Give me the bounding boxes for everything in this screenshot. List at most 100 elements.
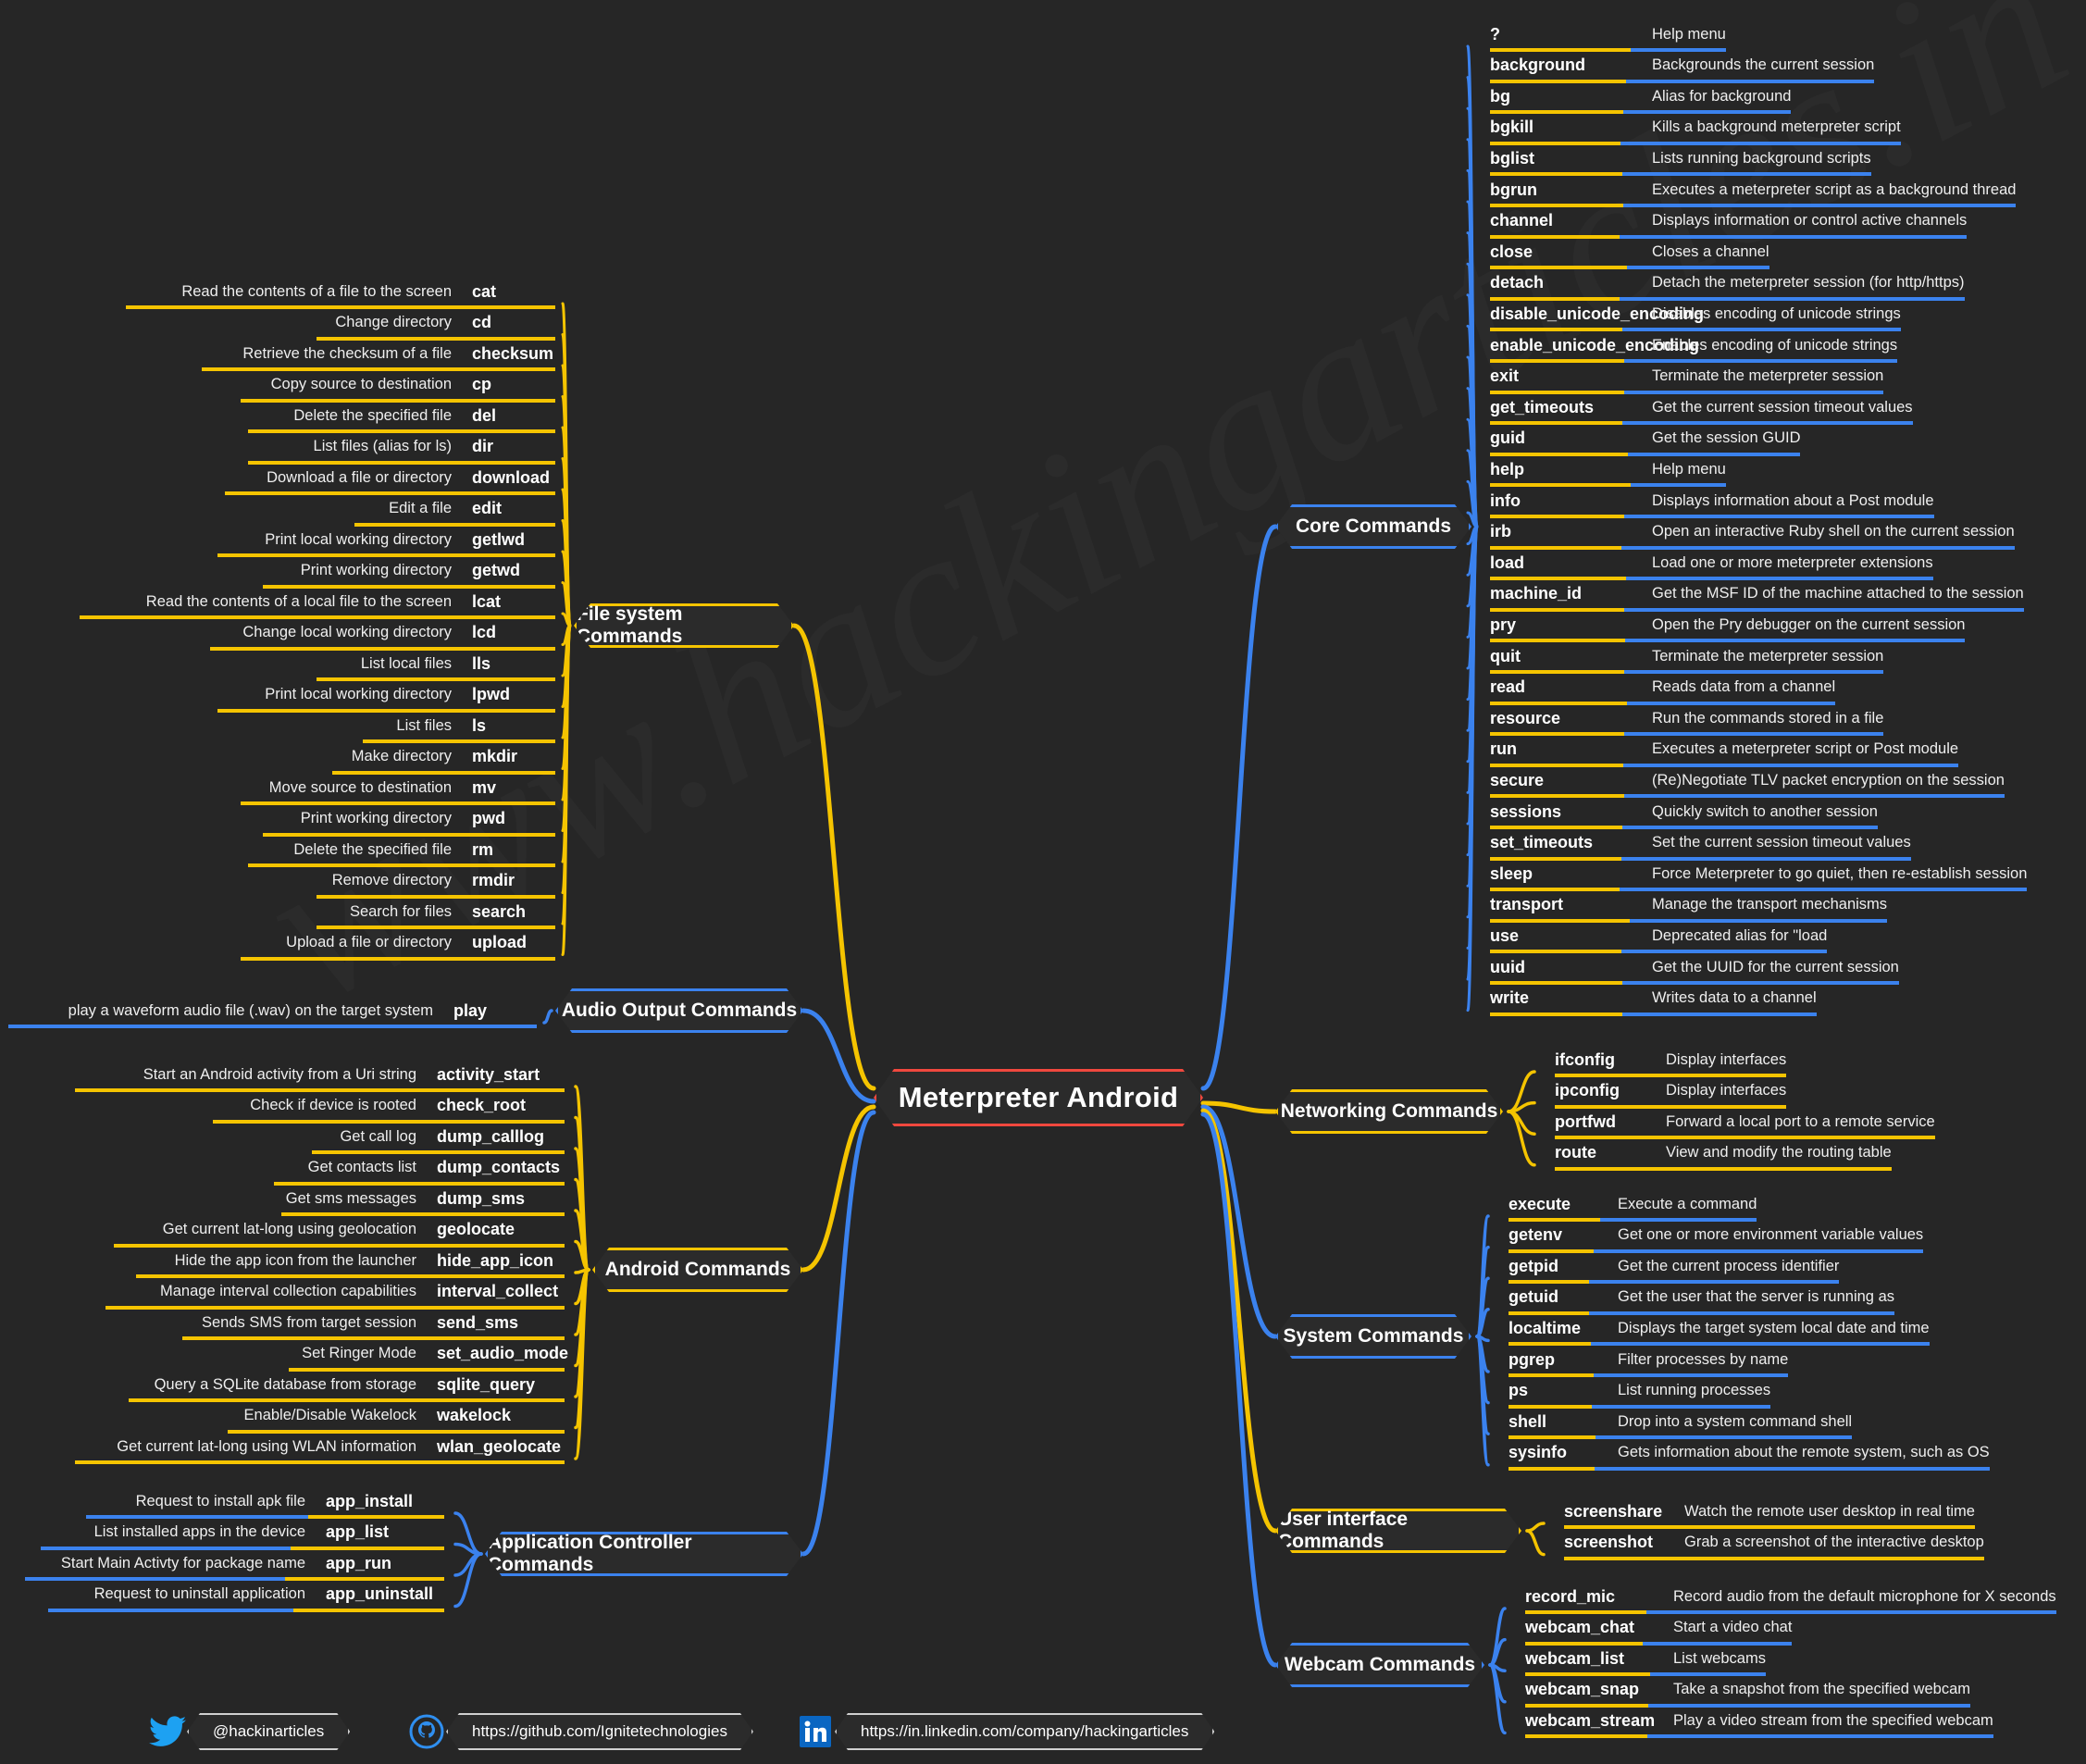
footer-twitter[interactable]: @hackinarticles [148,1712,350,1751]
leaf-row[interactable]: Print local working directory lpwd [217,679,555,713]
branch-networking-commands[interactable]: Networking Commands [1275,1089,1503,1134]
leaf-row[interactable]: webcam_list List webcams [1525,1643,1766,1677]
leaf-row[interactable]: Hide the app icon from the launcher hide_… [136,1245,565,1278]
leaf-row[interactable]: Retrieve the checksum of a file checksum [202,338,555,371]
leaf-row[interactable]: detach Detach the meterpreter session (fo… [1490,267,1965,301]
leaf-row[interactable]: Check if device is rooted check_root [212,1090,565,1124]
leaf-row[interactable]: Query a SQLite database from storage sqli… [129,1369,565,1402]
leaf-row[interactable]: Make directory mkdir [331,741,555,775]
leaf-row[interactable]: help Help menu [1490,453,1726,488]
footer-linkedin-url[interactable]: https://in.linkedin.com/company/hackinga… [835,1713,1214,1750]
footer-github[interactable]: https://github.com/Ignitetechnologies [407,1712,753,1751]
leaf-row[interactable]: webcam_stream Play a video stream from th… [1525,1705,1993,1739]
leaf-row[interactable]: Search for files search [317,896,555,929]
leaf-row[interactable]: List installed apps in the device app_lis… [40,1517,444,1550]
leaf-row[interactable]: Get current lat-long using geolocation ge… [113,1214,565,1248]
leaf-row[interactable]: pgrep Filter processes by name [1509,1344,1789,1377]
leaf-row[interactable]: load Load one or more meterpreter extensi… [1490,547,1933,581]
leaf-row[interactable]: Request to uninstall application app_unin… [48,1579,444,1612]
leaf-row[interactable]: Get current lat-long using WLAN informat… [75,1431,565,1464]
leaf-row[interactable]: Print local working directory getlwd [217,524,555,557]
branch-file-system-commands[interactable]: File system Commands [574,603,794,648]
leaf-row[interactable]: route View and modify the routing table [1555,1137,1892,1171]
leaf-row[interactable]: set_timeouts Set the current session time… [1490,827,1911,861]
footer-linkedin[interactable]: https://in.linkedin.com/company/hackinga… [796,1712,1214,1751]
leaf-row[interactable]: screenshot Grab a screenshot of the inter… [1564,1527,1984,1560]
leaf-row[interactable]: getpid Get the current process identifier [1509,1250,1840,1285]
leaf-row[interactable]: Start an Android activity from a Uri str… [75,1059,565,1092]
branch-user-interface-commands[interactable]: User interface Commands [1275,1509,1521,1553]
leaf-row[interactable]: bgrun Executes a meterpreter script as a … [1490,174,2017,207]
leaf-row[interactable]: getuid Get the user that the server is ru… [1509,1282,1894,1315]
leaf-row[interactable]: bglist Lists running background scripts [1490,143,1871,177]
leaf-row[interactable]: ? Help menu [1490,19,1726,52]
leaf-row[interactable]: resource Run the commands stored in a fil… [1490,702,1884,737]
leaf-row[interactable]: Sends SMS from target session send_sms [181,1307,565,1340]
leaf-row[interactable]: Request to install apk file app_install [86,1485,444,1519]
leaf-row[interactable]: Change directory cd [317,307,555,341]
leaf-row[interactable]: Delete the specified file del [247,400,555,433]
branch-android-commands[interactable]: Android Commands [592,1248,803,1292]
branch-system-commands[interactable]: System Commands [1275,1314,1471,1359]
leaf-row[interactable]: play a waveform audio file (.wav) on the… [7,995,537,1028]
leaf-row[interactable]: read Reads data from a channel [1490,672,1836,705]
leaf-row[interactable]: Get call log dump_calllog [312,1121,565,1154]
leaf-row[interactable]: close Closes a channel [1490,236,1769,270]
leaf-row[interactable]: Delete the specified file rm [247,834,555,867]
leaf-row[interactable]: exit Terminate the meterpreter session [1490,361,1884,394]
leaf-row[interactable]: channel Displays information or control a… [1490,205,1968,239]
leaf-row[interactable]: webcam_chat Start a video chat [1525,1612,1793,1646]
leaf-row[interactable]: Copy source to destination cp [240,369,555,403]
leaf-row[interactable]: uuid Get the UUID for the current session [1490,951,1899,985]
leaf-row[interactable]: Read the contents of a local file to the… [80,586,555,619]
leaf-row[interactable]: Set Ringer Mode set_audio_mode [289,1338,568,1372]
leaf-row[interactable]: sleep Force Meterpreter to go quiet, then… [1490,858,2028,892]
leaf-row[interactable]: localtime Displays the target system loca… [1509,1312,1930,1347]
leaf-row[interactable]: secure (Re)Negotiate TLV packet encryptio… [1490,764,2005,799]
leaf-row[interactable]: run Executes a meterpreter script or Post… [1490,734,1959,767]
leaf-row[interactable]: sessions Quickly switch to another sessio… [1490,796,1878,829]
leaf-row[interactable]: Move source to destination mv [240,772,555,805]
leaf-row[interactable]: quit Terminate the meterpreter session [1490,640,1884,674]
leaf-row[interactable]: Change local working directory lcd [209,617,555,651]
footer-twitter-handle[interactable]: @hackinarticles [187,1713,350,1750]
leaf-row[interactable]: ipconfig Display interfaces [1555,1075,1787,1109]
leaf-row[interactable]: pry Open the Pry debugger on the current … [1490,609,1966,643]
footer-github-url[interactable]: https://github.com/Ignitetechnologies [446,1713,753,1750]
leaf-row[interactable]: Get sms messages dump_sms [281,1183,565,1216]
leaf-row[interactable]: ifconfig Display interfaces [1555,1044,1787,1077]
branch-application-controller-commands[interactable]: Application Controller Commands [485,1532,803,1576]
leaf-row[interactable]: portfwd Forward a local port to a remote … [1555,1106,1935,1140]
leaf-row[interactable]: webcam_snap Take a snapshot from the spec… [1525,1674,1971,1708]
leaf-row[interactable]: bgkill Kills a background meterpreter scr… [1490,112,1901,145]
leaf-row[interactable]: Print working directory pwd [263,803,555,837]
leaf-row[interactable]: background Backgrounds the current sessio… [1490,50,1875,83]
leaf-row[interactable]: use Deprecated alias for "load [1490,920,1828,954]
leaf-row[interactable]: execute Execute a command [1509,1188,1757,1222]
branch-audio-output-commands[interactable]: Audio Output Commands [555,988,803,1033]
leaf-row[interactable]: screenshare Watch the remote user desktop… [1564,1496,1975,1529]
leaf-row[interactable]: Enable/Disable Wakelock wakelock [228,1400,565,1434]
leaf-row[interactable]: Print working directory getwd [263,555,555,589]
leaf-row[interactable]: sysinfo Gets information about the remote… [1509,1437,1990,1471]
branch-core-commands[interactable]: Core Commands [1275,504,1471,549]
leaf-row[interactable]: transport Manage the transport mechanisms [1490,889,1888,923]
leaf-row[interactable]: Manage interval collection capabilities i… [106,1276,565,1310]
leaf-row[interactable]: Get contacts list dump_contacts [273,1152,565,1186]
leaf-row[interactable]: Upload a file or directory upload [240,927,555,961]
leaf-row[interactable]: enable_unicode_encoding Enables encoding … [1490,329,1898,363]
leaf-row[interactable]: guid Get the session GUID [1490,423,1801,456]
leaf-row[interactable]: Start Main Activty for package name app_r… [25,1547,444,1581]
leaf-row[interactable]: List files ls [362,710,555,743]
leaf-row[interactable]: List files (alias for ls) dir [247,431,555,465]
leaf-row[interactable]: ps List running processes [1509,1375,1771,1409]
leaf-row[interactable]: disable_unicode_encoding Disables encodin… [1490,298,1901,332]
branch-webcam-commands[interactable]: Webcam Commands [1275,1643,1484,1687]
leaf-row[interactable]: shell Drop into a system command shell [1509,1406,1853,1440]
leaf-row[interactable]: Edit a file edit [354,493,555,527]
leaf-row[interactable]: List local files lls [317,648,555,681]
leaf-row[interactable]: Remove directory rmdir [317,865,555,899]
leaf-row[interactable]: getenv Get one or more environment variab… [1509,1220,1924,1253]
leaf-row[interactable]: write Writes data to a channel [1490,983,1817,1016]
leaf-row[interactable]: irb Open an interactive Ruby shell on the… [1490,516,2015,550]
